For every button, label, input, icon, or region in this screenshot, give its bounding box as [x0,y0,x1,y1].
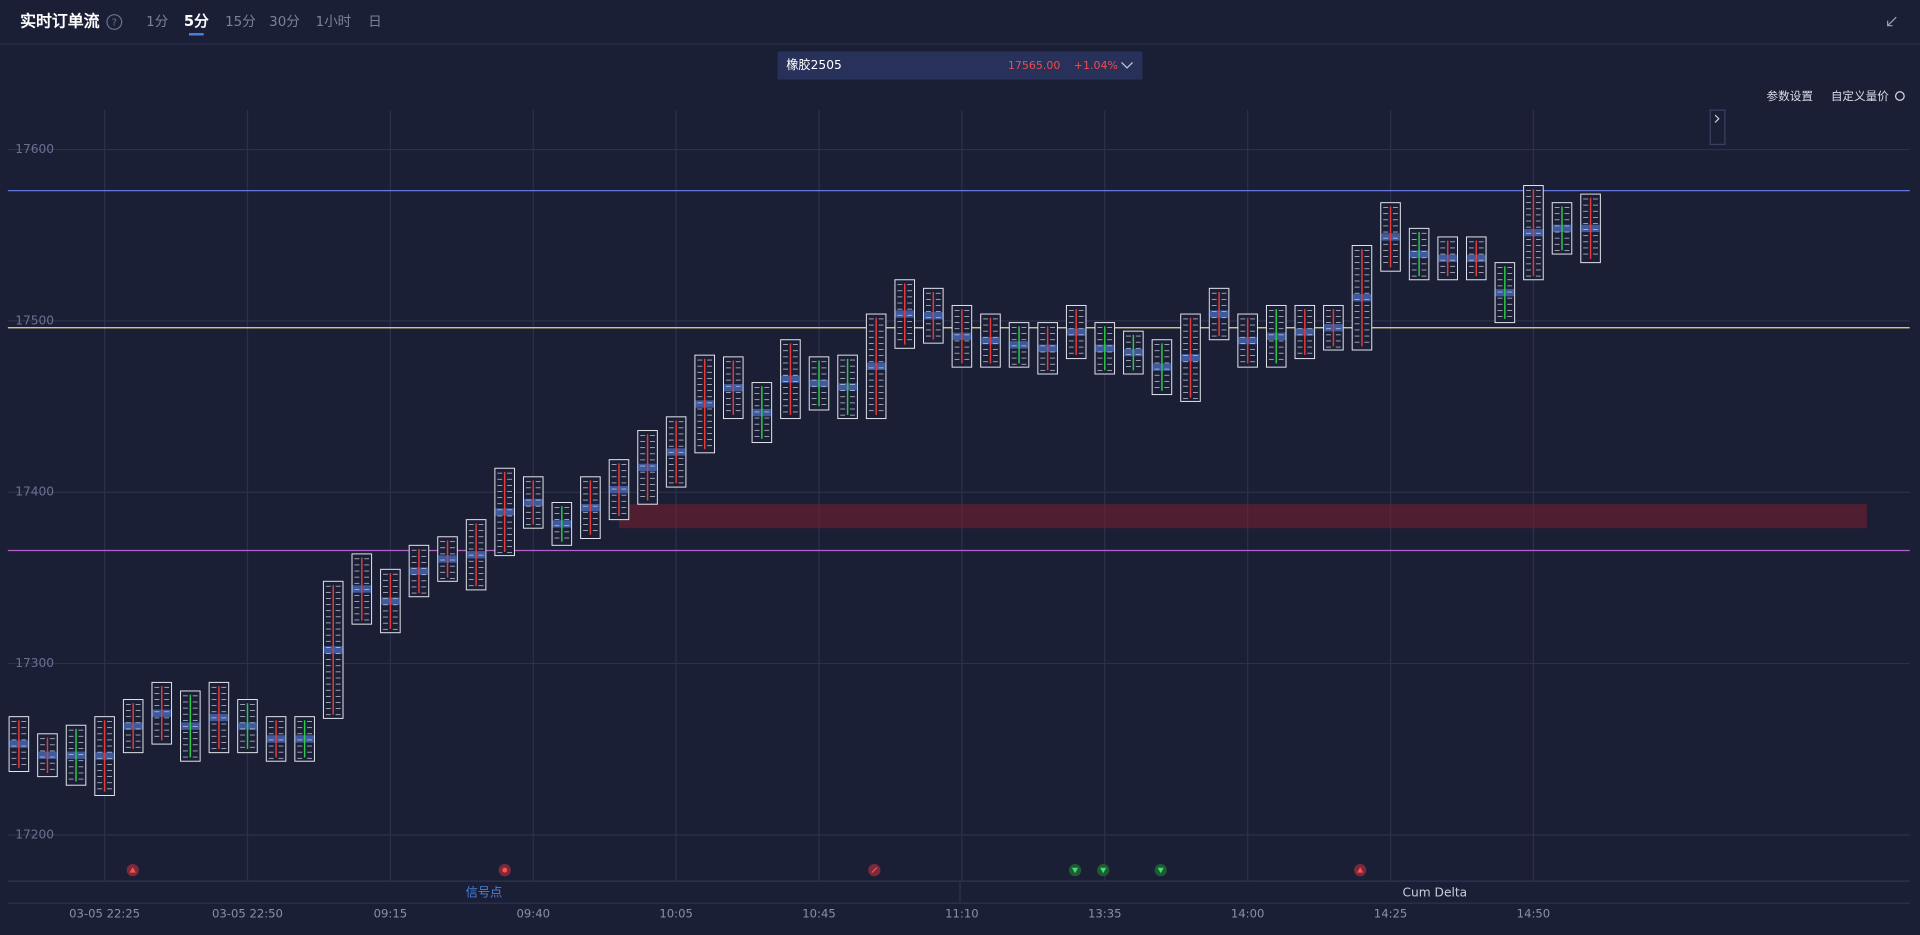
imbalance-zone [618,504,1867,529]
tab[interactable]: 日 [368,15,381,30]
y-tick-label: 17300 [15,656,54,670]
symbol-name: 橡胶2505 [786,57,842,72]
x-tick-label: 09:40 [517,907,550,921]
x-tick-label: 14:00 [1231,907,1264,921]
tab[interactable]: 1小时 [316,14,351,30]
signal-panel-label[interactable]: 信号点 [466,885,503,899]
collapse-icon[interactable] [1887,16,1897,27]
y-tick-label: 17400 [15,485,54,499]
signal-markers [126,864,1367,877]
help-text[interactable]: ? [112,18,117,29]
tabs: 1分 5分 15分 30分 1小时 日 [146,13,382,36]
tab[interactable]: 5分 [184,13,209,30]
x-tick-label: 13:35 [1088,907,1121,921]
settings-button[interactable]: 参数设置 [1767,89,1813,103]
x-tick-label: 03-05 22:25 [69,907,140,921]
tab[interactable]: 1分 [146,14,168,30]
x-tick-label: 09:15 [374,907,407,921]
custom-button[interactable]: 自定义量价 [1831,89,1889,103]
tab-underline [188,33,204,36]
custom-icon [1895,91,1905,101]
dropdown-arrow[interactable] [1121,61,1133,69]
symbol-price: 17565.00 [1008,59,1060,72]
x-tick-label: 03-05 22:50 [212,907,283,921]
x-tick-label: 11:10 [945,907,978,921]
x-tick-label: 14:25 [1374,907,1407,921]
tab[interactable]: 30分 [269,14,300,30]
y-tick-label: 17600 [15,142,54,156]
x-tick-label: 14:50 [1517,907,1550,921]
expand-icon[interactable] [1714,114,1720,123]
symbol-change: +1.04% [1074,59,1118,72]
app-title: 实时订单流 [20,12,100,31]
x-tick-label: 10:05 [659,907,692,921]
delta-panel-label[interactable]: Cum Delta [1403,885,1468,899]
side-buttons[interactable] [1709,109,1726,146]
y-tick-label: 17500 [15,313,54,327]
y-tick-label: 17200 [15,827,54,841]
plot: 17200 17300 17400 17500 17600 03-05 22:25 03-0… [7,110,1910,921]
help-icon[interactable] [106,14,123,30]
x-tick-label: 10:45 [802,907,835,921]
symbol-box[interactable] [777,51,1143,80]
tab[interactable]: 15分 [225,14,256,30]
